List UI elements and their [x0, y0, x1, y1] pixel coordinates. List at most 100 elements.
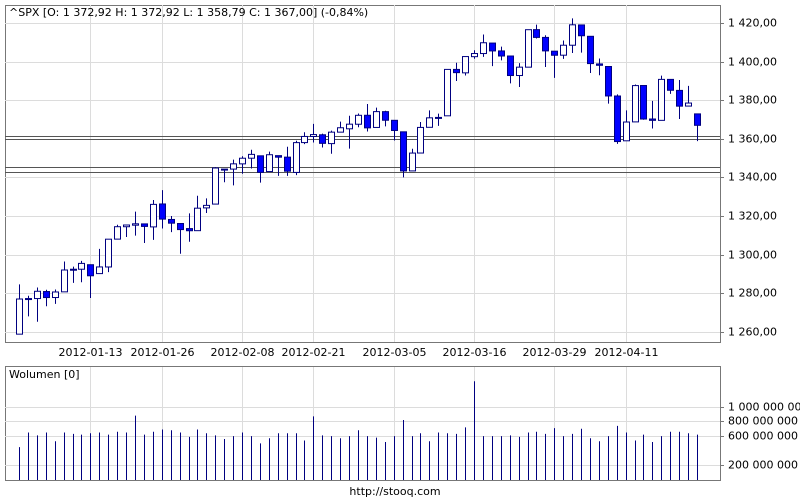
- candle-body: [319, 134, 326, 144]
- x-tick-label: 2012-02-08: [211, 346, 275, 359]
- candle-body: [498, 50, 505, 57]
- candle-body: [87, 264, 94, 277]
- candle-body: [400, 131, 407, 172]
- candle-body: [614, 95, 621, 143]
- x-tick-label: 2012-02-21: [282, 346, 346, 359]
- candle-body: [186, 228, 193, 232]
- candle-body: [25, 298, 32, 301]
- price-panel: [5, 5, 721, 343]
- candle-body: [649, 118, 656, 121]
- candle-body: [150, 203, 157, 228]
- y-tick-label: 200 000 000: [728, 459, 798, 472]
- candle-body: [578, 24, 585, 37]
- candle-body: [61, 269, 68, 293]
- candle-body: [453, 68, 460, 74]
- candle-body: [310, 134, 317, 137]
- candle-body: [382, 111, 389, 121]
- candle-body: [221, 168, 228, 171]
- plot-layer: 2012-01-13 2012-01-26 2012-02-08 2012-02-21…: [5, 5, 800, 480]
- candle-body: [293, 142, 300, 173]
- candle-body: [542, 36, 549, 52]
- candle-body: [266, 154, 273, 173]
- chart-title: ^SPX [O: 1 372,92 H: 1 372,92 L: 1 358,7…: [9, 6, 368, 19]
- candle-body: [640, 85, 647, 120]
- candle-body: [132, 223, 139, 226]
- candle-body: [194, 207, 201, 232]
- candle-body: [337, 127, 344, 133]
- y-tick-label: 1 280,00: [728, 287, 777, 300]
- y-tick-label: 1 360,00: [728, 133, 777, 146]
- candle-body: [658, 78, 665, 121]
- candle-body: [409, 152, 416, 172]
- volume-title: Wolumen [0]: [9, 368, 80, 381]
- candle-body: [70, 268, 77, 271]
- candle-body: [516, 66, 523, 77]
- candle-body: [114, 226, 121, 240]
- candle-body: [676, 89, 683, 107]
- candle-body: [560, 44, 567, 56]
- candle-body: [525, 29, 532, 68]
- candle-body: [685, 102, 692, 107]
- x-tick-label: 2012-01-13: [59, 346, 123, 359]
- candle-body: [78, 262, 85, 270]
- candle-body: [444, 68, 451, 117]
- x-tick-label: 2012-03-16: [443, 346, 507, 359]
- y-tick-label: 1 320,00: [728, 210, 777, 223]
- candle-body: [141, 223, 148, 227]
- y-tick-label: 800 000 000: [728, 415, 798, 428]
- y-tick-label: 1 000 000 000: [728, 401, 800, 414]
- candle-body: [462, 56, 469, 74]
- candle-body: [391, 119, 398, 131]
- candle-body: [569, 24, 576, 46]
- candle-body: [328, 131, 335, 145]
- candle-body: [203, 204, 210, 209]
- y-tick-label: 1 340,00: [728, 171, 777, 184]
- footer: http://stooq.com: [349, 485, 440, 498]
- candle-body: [168, 218, 175, 224]
- candle-body: [605, 66, 612, 97]
- candle-body: [480, 42, 487, 55]
- candle-body: [123, 224, 130, 228]
- candle-body: [177, 222, 184, 231]
- candle-body: [96, 266, 103, 275]
- candle-body: [43, 291, 50, 299]
- y-tick-label: 1 260,00: [728, 326, 777, 339]
- x-tick-label: 2012-01-26: [131, 346, 195, 359]
- x-tick-label: 2012-03-29: [523, 346, 587, 359]
- candle-body: [667, 78, 674, 91]
- candle-body: [373, 111, 380, 128]
- candle-body: [355, 114, 362, 125]
- candle-body: [212, 167, 219, 205]
- candle-body: [426, 117, 433, 128]
- y-tick-label: 1 300,00: [728, 249, 777, 262]
- candle-body: [489, 42, 496, 52]
- candle-body: [105, 238, 112, 268]
- candle-body: [694, 113, 701, 126]
- candle-body: [533, 29, 540, 38]
- candle-body: [632, 85, 639, 123]
- candle-body: [364, 114, 371, 129]
- candle-body: [159, 203, 166, 220]
- candle-body: [230, 163, 237, 170]
- candle-body: [52, 291, 59, 299]
- candle-body: [507, 55, 514, 77]
- candle-body: [16, 298, 23, 335]
- candle-body: [284, 156, 291, 172]
- candle-body: [301, 135, 308, 144]
- x-tick-label: 2012-04-11: [595, 346, 659, 359]
- candle-body: [239, 157, 246, 165]
- x-tick-label: 2012-03-05: [363, 346, 427, 359]
- candle-body: [248, 153, 255, 159]
- candle-body: [417, 126, 424, 154]
- y-tick-label: 1 420,00: [728, 17, 777, 30]
- y-tick-label: 1 380,00: [728, 94, 777, 107]
- candle-body: [34, 290, 41, 300]
- y-tick-label: 1 400,00: [728, 56, 777, 69]
- volume-panel: [5, 366, 721, 481]
- candle-body: [257, 155, 264, 173]
- y-tick-label: 600 000 000: [728, 430, 798, 443]
- candle-body: [275, 155, 282, 158]
- candle-body: [623, 121, 630, 142]
- candle-body: [435, 116, 442, 119]
